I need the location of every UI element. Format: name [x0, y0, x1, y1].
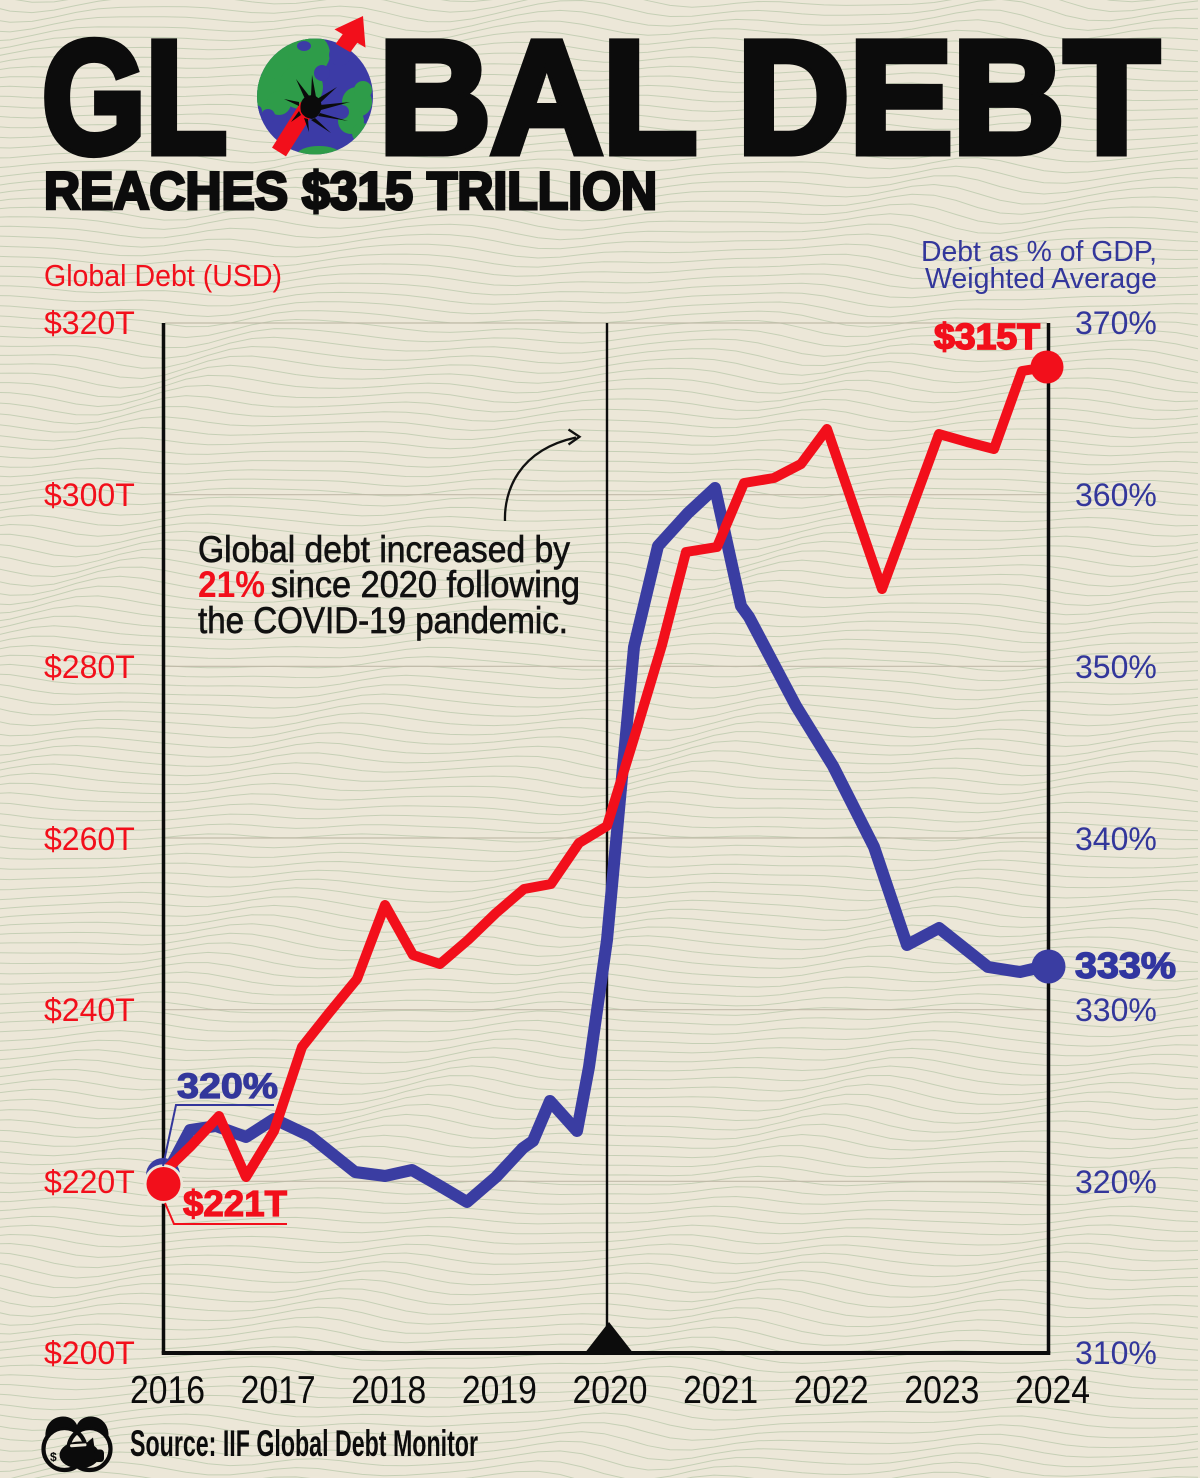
svg-text:2021: 2021	[683, 1369, 758, 1412]
svg-text:333%: 333%	[1075, 945, 1176, 986]
svg-text:BAL DEBT: BAL DEBT	[379, 8, 1159, 187]
svg-text:2016: 2016	[130, 1369, 205, 1412]
svg-text:2024: 2024	[1015, 1369, 1090, 1412]
svg-text:the COVID-19 pandemic.: the COVID-19 pandemic.	[198, 600, 568, 641]
svg-text:Weighted Average: Weighted Average	[925, 263, 1157, 295]
svg-text:$300T: $300T	[44, 477, 135, 513]
svg-text:2018: 2018	[351, 1369, 426, 1412]
svg-text:$240T: $240T	[44, 992, 135, 1028]
svg-text:2020: 2020	[573, 1369, 648, 1412]
svg-text:340%: 340%	[1075, 821, 1157, 857]
svg-text:Source: IIF Global Debt Monito: Source: IIF Global Debt Monitor	[130, 1423, 478, 1464]
svg-text:2023: 2023	[904, 1369, 979, 1412]
svg-text:Debt as % of GDP,: Debt as % of GDP,	[921, 236, 1157, 268]
svg-text:$: $	[50, 1450, 57, 1464]
svg-text:REACHES $315 TRILLION: REACHES $315 TRILLION	[44, 162, 657, 221]
svg-text:$220T: $220T	[44, 1164, 135, 1200]
svg-text:350%: 350%	[1075, 649, 1157, 685]
svg-text:$260T: $260T	[44, 821, 135, 857]
svg-text:Global Debt (USD): Global Debt (USD)	[44, 258, 282, 293]
svg-text:370%: 370%	[1075, 305, 1157, 341]
svg-text:since 2020 following: since 2020 following	[271, 564, 580, 605]
svg-text:$315T: $315T	[934, 316, 1040, 357]
svg-text:2017: 2017	[241, 1369, 316, 1412]
svg-text:360%: 360%	[1075, 477, 1157, 513]
svg-text:2022: 2022	[794, 1369, 869, 1412]
svg-text:2019: 2019	[462, 1369, 537, 1412]
svg-text:21%: 21%	[198, 564, 265, 605]
svg-text:330%: 330%	[1075, 992, 1157, 1028]
svg-text:320%: 320%	[1075, 1164, 1157, 1200]
svg-text:310%: 310%	[1075, 1335, 1157, 1371]
svg-text:$200T: $200T	[44, 1335, 135, 1371]
svg-text:$221T: $221T	[183, 1183, 287, 1224]
svg-text:$320T: $320T	[44, 305, 135, 341]
svg-text:$280T: $280T	[44, 649, 135, 685]
svg-text:GL: GL	[42, 8, 227, 187]
svg-text:320%: 320%	[177, 1067, 278, 1106]
svg-text:Global debt increased by: Global debt increased by	[198, 529, 570, 570]
